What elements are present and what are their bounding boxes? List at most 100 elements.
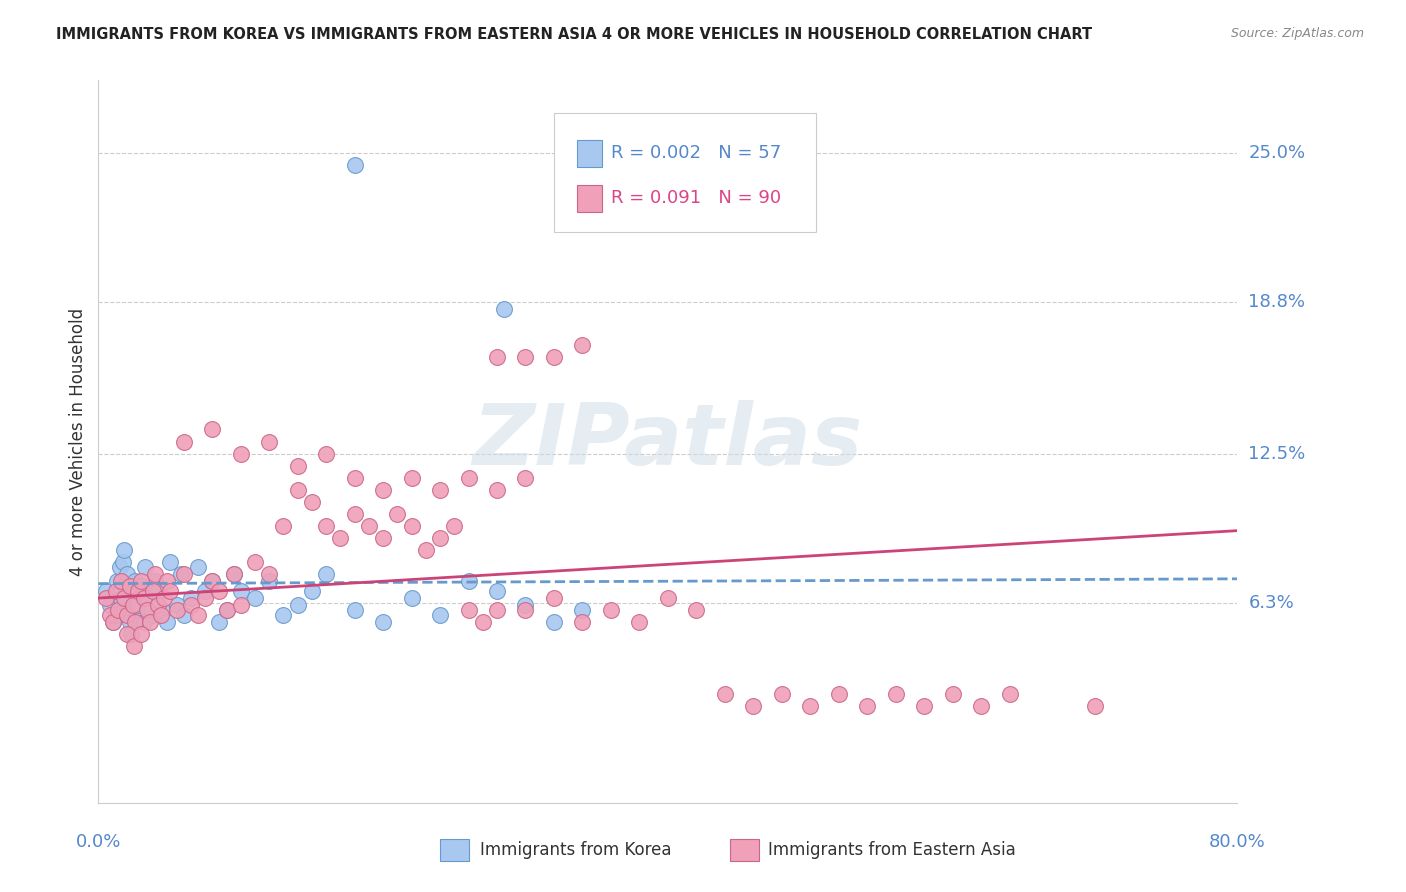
Point (401, 519, 423, 533)
Text: 18.8%: 18.8% (1249, 293, 1305, 310)
Text: IMMIGRANTS FROM KOREA VS IMMIGRANTS FROM EASTERN ASIA 4 OR MORE VEHICLES IN HOUS: IMMIGRANTS FROM KOREA VS IMMIGRANTS FROM… (56, 27, 1092, 42)
Point (229, 583, 252, 598)
Point (373, 483, 395, 497)
Point (153, 591, 176, 606)
Text: 12.5%: 12.5% (1249, 444, 1306, 463)
Bar (576, 185, 602, 212)
Point (486, 583, 509, 598)
Point (856, 699, 879, 714)
Bar (440, 838, 468, 861)
Bar (731, 838, 759, 861)
Point (486, 483, 509, 497)
Point (486, 350, 509, 364)
Point (201, 574, 224, 589)
Point (770, 687, 793, 701)
Point (259, 574, 281, 589)
Point (120, 627, 142, 641)
Point (201, 423, 224, 437)
Point (401, 471, 423, 485)
Point (1084, 699, 1107, 714)
Text: Source: ZipAtlas.com: Source: ZipAtlas.com (1230, 27, 1364, 40)
Point (208, 615, 231, 630)
Point (494, 301, 516, 317)
Point (129, 579, 152, 593)
Text: Immigrants from Korea: Immigrants from Korea (479, 841, 672, 859)
Point (259, 567, 281, 582)
Point (159, 583, 181, 598)
Point (173, 567, 195, 582)
Point (156, 574, 179, 589)
Point (401, 591, 423, 606)
Point (159, 555, 181, 569)
Point (343, 603, 366, 617)
Point (243, 591, 266, 606)
Point (315, 519, 337, 533)
Point (287, 599, 309, 613)
Point (515, 603, 537, 617)
Point (273, 519, 295, 533)
Point (115, 567, 138, 582)
Point (132, 591, 155, 606)
Point (122, 583, 145, 598)
Point (201, 574, 224, 589)
Y-axis label: 4 or more Vehicles in Household: 4 or more Vehicles in Household (69, 308, 87, 575)
Text: 6.3%: 6.3% (1249, 594, 1294, 612)
Point (600, 603, 623, 617)
Point (571, 603, 593, 617)
Point (98, 607, 121, 622)
Point (180, 591, 202, 606)
Point (118, 579, 141, 593)
Point (141, 583, 163, 598)
Point (108, 559, 131, 574)
Point (543, 591, 565, 606)
Point (543, 615, 565, 630)
Point (173, 434, 195, 449)
Point (148, 599, 170, 613)
Point (222, 567, 245, 582)
Point (543, 350, 565, 364)
Point (828, 687, 851, 701)
Point (134, 559, 156, 574)
Point (194, 591, 217, 606)
Point (105, 574, 128, 589)
Point (156, 615, 179, 630)
Point (373, 615, 395, 630)
Point (942, 687, 965, 701)
Point (287, 458, 309, 473)
Point (129, 574, 152, 589)
Point (187, 607, 209, 622)
Point (243, 555, 266, 569)
Point (415, 542, 437, 557)
Point (127, 583, 149, 598)
Point (259, 434, 281, 449)
Point (457, 471, 479, 485)
Point (101, 615, 124, 630)
Text: R = 0.091   N = 90: R = 0.091 N = 90 (610, 189, 780, 208)
Point (107, 603, 129, 617)
Point (138, 615, 160, 630)
Point (301, 494, 323, 508)
Point (141, 607, 163, 622)
Point (124, 574, 146, 589)
Point (515, 471, 537, 485)
Point (194, 583, 217, 598)
Point (124, 615, 146, 630)
Text: 0.0%: 0.0% (76, 833, 121, 851)
Point (215, 603, 238, 617)
Point (970, 699, 993, 714)
Point (329, 531, 352, 545)
Point (173, 607, 195, 622)
Point (714, 687, 737, 701)
Point (121, 599, 143, 613)
Point (187, 559, 209, 574)
Point (315, 567, 337, 582)
Point (273, 607, 295, 622)
Point (443, 519, 465, 533)
Point (515, 599, 537, 613)
Point (343, 158, 366, 172)
Point (343, 507, 366, 521)
Point (471, 615, 494, 630)
Point (457, 603, 479, 617)
Point (742, 699, 765, 714)
Point (685, 603, 707, 617)
